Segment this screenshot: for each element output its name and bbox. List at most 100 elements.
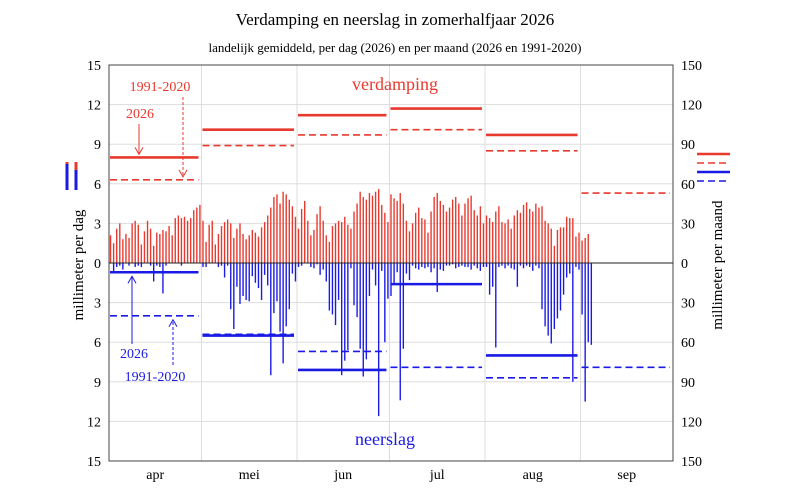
evaporation-bar [177, 215, 180, 263]
precipitation-bar [485, 263, 488, 267]
tick-label-left: 6 [94, 336, 101, 351]
precipitation-bar [162, 263, 164, 294]
precipitation-bar [387, 263, 389, 299]
precipitation-bar [405, 263, 408, 274]
precipitation-bar [377, 263, 380, 417]
precipitation-bar [340, 263, 343, 376]
evaporation-bar [183, 216, 186, 263]
evaporation-bar [553, 245, 556, 263]
evaporation-bar [331, 226, 334, 263]
evaporation-bar [325, 235, 327, 263]
month-label-jul: jul [429, 468, 445, 483]
evaporation-bar [424, 219, 426, 263]
tick-label-left: 15 [87, 455, 101, 470]
evaporation-bar [433, 197, 435, 263]
evaporation-bar [377, 189, 380, 263]
evaporation-bar [464, 203, 466, 263]
monthly-lines [110, 107, 670, 379]
precipitation-bar [257, 263, 260, 289]
precipitation-bar [436, 263, 438, 293]
precipitation-bar [445, 263, 448, 266]
tick-label-right: 60 [681, 178, 695, 193]
tick-label-right: 0 [681, 257, 688, 272]
evaporation-bar [128, 237, 130, 263]
evaporation-bar [393, 198, 395, 263]
precipitation-bar [550, 263, 552, 344]
precipitation-bar [322, 263, 324, 270]
tick-label-right: 90 [681, 138, 695, 153]
precipitation-bar [297, 263, 300, 267]
chart-title: Verdamping en neerslag in zomerhalfjaar … [236, 10, 555, 29]
precipitation-bar [455, 263, 457, 269]
evaporation-bar [146, 220, 149, 263]
evaporation-bar [251, 230, 254, 263]
evaporation-bar [408, 231, 411, 263]
precipitation-bar [467, 263, 469, 267]
evaporation-bar [347, 224, 349, 263]
precipitation-bar [390, 263, 392, 296]
evaporation-bar [226, 219, 229, 263]
precipitation-bar [288, 263, 290, 310]
precipitation-bar [479, 263, 482, 271]
precipitation-bar [587, 263, 589, 343]
precipitation-bar [384, 263, 386, 343]
evaporation-bar [313, 230, 315, 263]
precipitation-bar [365, 263, 368, 360]
label-neerslag: neerslag [355, 429, 415, 449]
precipitation-bar [116, 263, 118, 267]
month-label-sep: sep [617, 468, 636, 483]
precipitation-bar [149, 263, 152, 266]
evaporation-bar [458, 203, 460, 263]
evaporation-bar [399, 193, 401, 263]
precipitation-bar [248, 263, 250, 302]
precipitation-bar [424, 263, 426, 269]
arrow-prec-norm-head [168, 318, 178, 328]
evaporation-bar [451, 199, 454, 263]
precipitation-bar [482, 263, 485, 267]
evaporation-bar [242, 233, 244, 263]
evaporation-bar [368, 193, 371, 263]
evaporation-bar [334, 223, 337, 263]
evaporation-bar [273, 197, 275, 263]
evaporation-bar [544, 220, 546, 263]
evaporation-bar [427, 232, 429, 263]
precipitation-bar [220, 263, 223, 266]
evaporation-bar [282, 191, 284, 263]
evaporation-bar [205, 241, 207, 263]
evaporation-bar [445, 211, 448, 263]
evaporation-bar [260, 227, 263, 263]
evaporation-bar [359, 191, 361, 263]
tick-label-right: 30 [681, 217, 695, 232]
evaporation-bar [510, 228, 512, 263]
evaporation-bar [140, 244, 143, 263]
evaporation-bar [411, 223, 414, 263]
precipitation-bar [541, 263, 543, 310]
evaporation-bar [436, 193, 438, 263]
evaporation-bar [276, 194, 278, 263]
precipitation-bar [294, 263, 297, 282]
evaporation-bar [152, 245, 155, 263]
legend-symbols [65, 152, 730, 190]
precipitation-bar [350, 263, 352, 269]
evaporation-bar [122, 239, 124, 263]
evaporation-bar [374, 191, 377, 263]
precipitation-bar [356, 263, 358, 318]
tick-label-right: 120 [681, 415, 702, 430]
evaporation-bar [285, 194, 287, 263]
precipitation-bar [442, 263, 445, 271]
evaporation-bar [119, 223, 121, 263]
evaporation-bar [390, 194, 392, 263]
precipitation-bar [263, 263, 266, 275]
precipitation-bar [504, 263, 506, 269]
precipitation-bar [498, 263, 500, 267]
evaporation-bar [550, 228, 552, 263]
tick-label-right: 120 [681, 99, 702, 114]
tick-label-right: 150 [681, 455, 702, 470]
precipitation-bar [137, 263, 139, 266]
evaporation-bar [387, 222, 389, 263]
evaporation-bar [116, 228, 118, 263]
evaporation-bar [522, 204, 525, 263]
label-prec-norm: 1991-2020 [125, 370, 186, 385]
label-evap-norm: 1991-2020 [130, 80, 191, 95]
evaporation-bar [405, 220, 408, 263]
